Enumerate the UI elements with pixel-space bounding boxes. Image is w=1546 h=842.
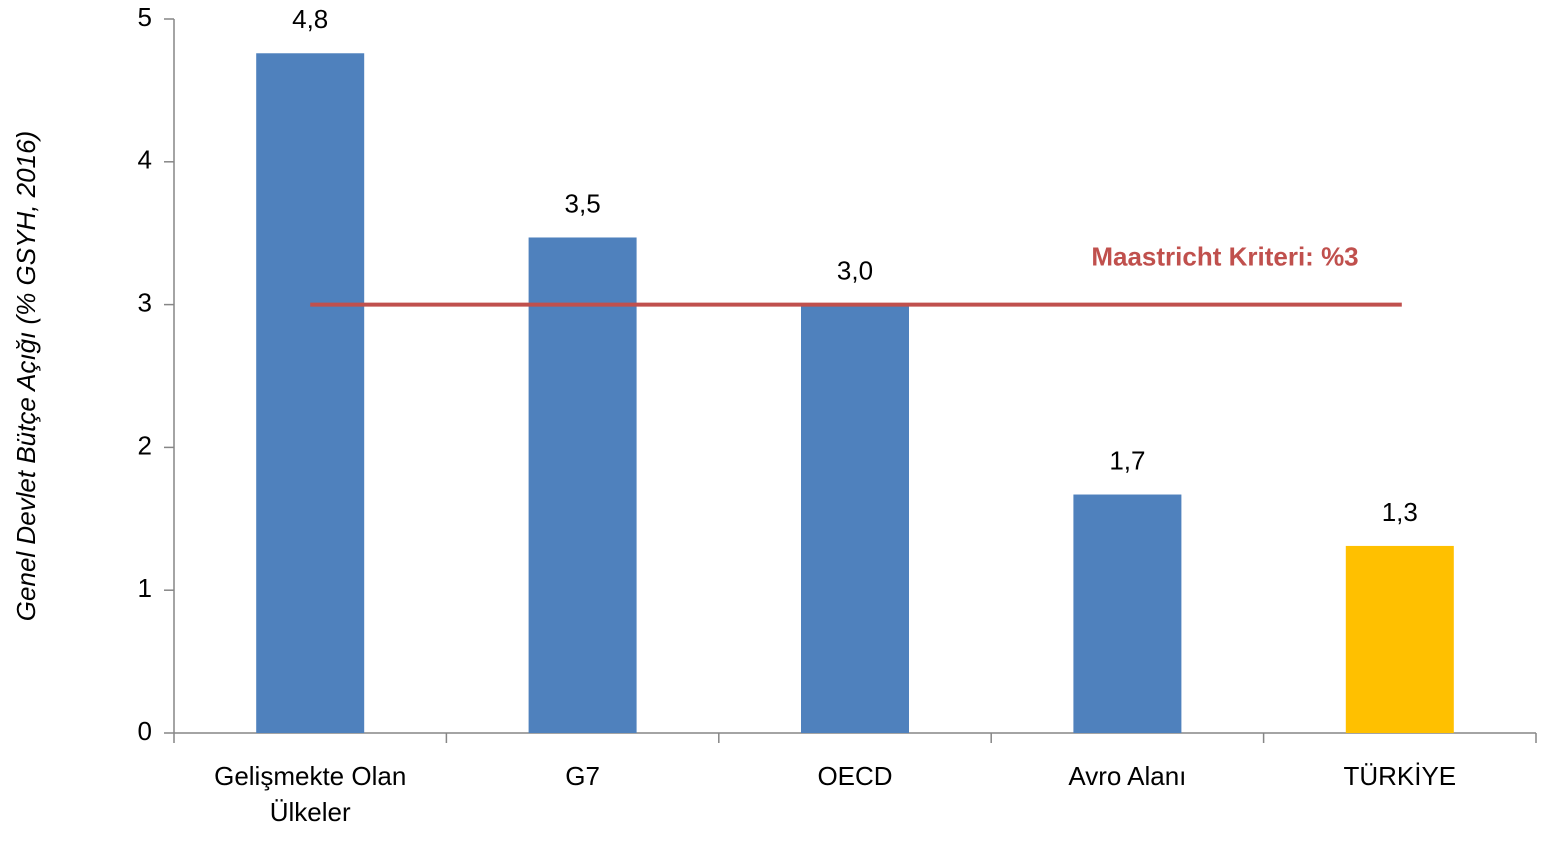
x-tick-label: Avro Alanı bbox=[1068, 761, 1187, 791]
y-tick-label: 4 bbox=[138, 145, 152, 175]
bar bbox=[256, 53, 365, 734]
x-tick-label: Gelişmekte Olan Ülkeler bbox=[214, 761, 407, 827]
bar bbox=[801, 304, 909, 733]
value-label: 3,5 bbox=[565, 188, 601, 218]
bar bbox=[1345, 545, 1454, 733]
bar bbox=[1073, 494, 1182, 733]
y-tick-label: 2 bbox=[138, 430, 152, 460]
value-label: 4,8 bbox=[292, 4, 328, 34]
y-tick-label: 0 bbox=[138, 716, 152, 746]
x-tick-label: OECD bbox=[817, 761, 893, 791]
bar bbox=[528, 237, 637, 733]
y-axis-label: Genel Devlet Bütçe Açığı (% GSYH, 2016) bbox=[11, 131, 41, 621]
value-label: 1,3 bbox=[1382, 497, 1418, 527]
y-tick-label: 1 bbox=[138, 573, 152, 603]
value-label: 1,7 bbox=[1109, 445, 1145, 475]
y-tick-label: 5 bbox=[138, 2, 152, 32]
reference-label: Maastricht Kriteri: %3 bbox=[1091, 241, 1358, 271]
x-tick-label: TÜRKİYE bbox=[1343, 761, 1457, 791]
x-tick-label: G7 bbox=[565, 761, 600, 791]
value-label: 3,0 bbox=[837, 255, 873, 285]
y-tick-label: 3 bbox=[138, 287, 152, 317]
